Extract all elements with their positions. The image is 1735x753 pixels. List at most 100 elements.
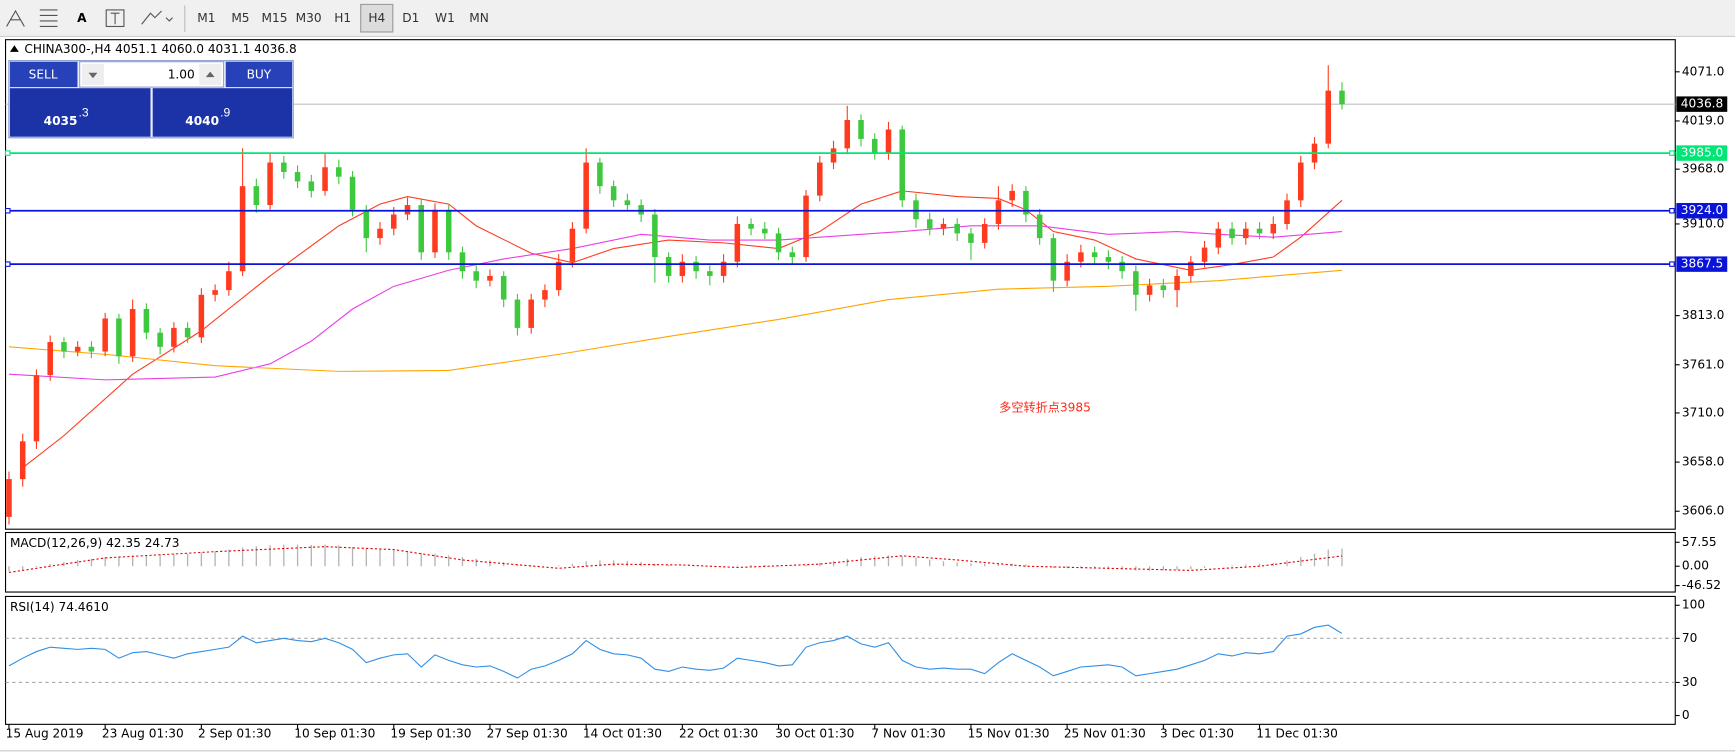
candle-body [129,309,136,357]
candle-body [1270,223,1277,234]
candle-body [871,138,878,154]
timeframe-button[interactable]: D1 [402,11,419,25]
x-tick-label: 27 Sep 01:30 [487,727,568,741]
candle-body [102,318,108,352]
plot-layer: 4071.0 4019.0 3968.0 3910.0 3813.0 3761.0 3710… [4,64,1728,741]
y-tick-label: 57.55 [1682,535,1717,549]
candle-body [1091,252,1098,258]
x-tick-label: 2 Sep 01:30 [198,727,271,741]
text-label-glyph [110,12,120,25]
y-tick-label: 3761.0 [1682,357,1725,371]
candle-body [1297,162,1304,201]
candle-body [294,171,301,182]
candle-body [775,233,782,253]
trade-panel: SELL 1.00 BUY 4035 .3 4040 .9 [8,60,294,139]
x-tick-label: 14 Oct 01:30 [583,727,662,741]
candle-body [33,375,40,442]
sell-label: SELL [29,67,58,81]
candle-body [528,299,534,328]
candle-body [1229,228,1235,239]
timeframe-button[interactable]: M30 [296,11,322,25]
lots-down-arrow [88,72,98,79]
candle-body [1133,271,1139,295]
timeframe-button[interactable]: H4 [368,11,385,25]
annotation: 多空转折点3985 [999,399,1091,414]
timeframe-button[interactable]: M5 [231,11,249,25]
x-tick-label: 11 Dec 01:30 [1256,727,1338,741]
y-tick-label: 4071.0 [1682,64,1725,78]
x-tick-label: 22 Oct 01:30 [679,727,758,741]
candle-body [239,186,246,272]
text-tool[interactable]: A [77,11,87,25]
y-tick-label: 3658.0 [1682,455,1725,469]
candle-body [404,205,411,215]
arrows-icon[interactable] [141,10,174,25]
candle-body [679,261,686,276]
x-tick-label: 7 Nov 01:30 [871,727,945,741]
x-tick-label: 15 Nov 01:30 [968,727,1050,741]
candle-body [1188,261,1194,276]
candle-body [1243,228,1249,239]
candle-body [281,162,287,172]
candle-body [61,342,67,352]
text-label-icon[interactable] [105,9,125,28]
level-handle [4,150,11,156]
candle-body [377,228,383,239]
header-arrow[interactable] [9,45,19,52]
timeframe-button[interactable]: MN [469,11,489,25]
timeframe-button[interactable]: M1 [197,11,215,25]
candle-body [88,346,95,352]
level-handle [4,207,11,214]
candle-body [1325,90,1332,144]
macd-signal [8,546,1343,574]
candle-body [1036,214,1043,239]
y-tick-label: 3813.0 [1682,308,1725,322]
ask-main: 4040 [185,114,219,128]
candle-body [899,129,905,201]
fibo-fan-icon[interactable] [39,9,58,28]
level-handle [1669,207,1675,214]
candle-body [253,186,260,206]
candle-body [349,176,356,210]
buy-button[interactable] [225,61,293,88]
candle-body [652,214,658,258]
bid-main: 4035 [44,114,78,128]
timeframe-button[interactable]: H1 [334,11,351,25]
timeframe-button[interactable]: M15 [262,11,288,25]
timeframe-button[interactable]: W1 [435,11,455,25]
x-tick-label: 23 Aug 01:30 [102,727,184,741]
y-tick-label: 3910.0 [1682,216,1725,230]
candle-body [638,205,644,215]
candle-body [762,228,768,234]
candle-body [1105,257,1112,262]
fibo-icon[interactable] [6,9,25,27]
y-tick-label: 70 [1682,631,1697,645]
candle-body [995,200,1002,224]
buy-label: BUY [247,67,272,81]
sell-button[interactable] [9,61,78,88]
candle-body [597,162,603,187]
candle-body [789,252,796,258]
candle-body [803,195,809,258]
candle-body [184,327,191,338]
chart-header: CHINA300-,H4 4051.1 4060.0 4031.1 4036.8 [24,42,296,56]
bid-box[interactable] [9,88,151,137]
ask-box[interactable] [152,88,293,137]
candle-body [74,346,81,352]
level-handle [1669,150,1675,156]
candle-body [322,167,328,191]
level-label: 3924.0 [1681,203,1724,217]
lots-up-arrow [205,71,215,78]
candle-body [1160,285,1167,291]
level-label-box [1676,256,1728,272]
moving-average [8,269,1343,372]
candle-body [734,223,741,262]
y-tick-label: 4019.0 [1682,113,1725,127]
y-tick-label: -46.52 [1682,578,1721,592]
y-tick-label: 100 [1682,598,1705,612]
candle-body [542,290,548,300]
level-handle [4,261,11,267]
moving-average [8,225,1343,381]
